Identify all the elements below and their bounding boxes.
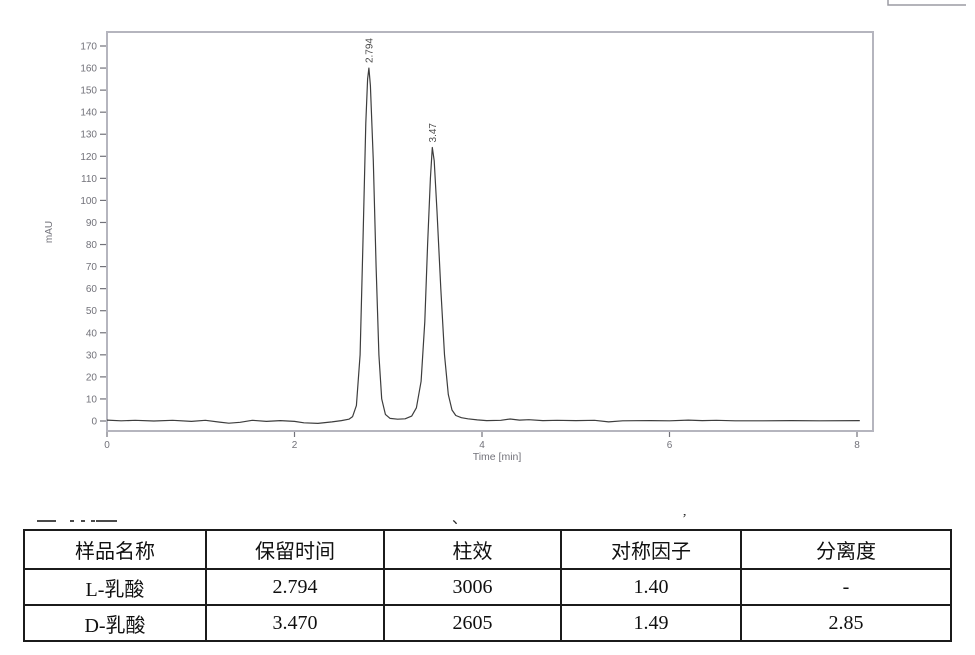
header-cell: 分离度 [740, 529, 952, 570]
y-axis-tick-label: 90 [86, 218, 98, 229]
stray-dot [70, 520, 74, 522]
header-cell: 柱效 [383, 529, 562, 570]
x-axis-tick-label: 0 [104, 440, 110, 451]
y-axis-tick-label: 30 [86, 350, 98, 361]
header-cell: 保留时间 [205, 529, 385, 570]
stray-dash [37, 520, 56, 522]
signal-trace [106, 67, 860, 424]
y-axis-tick-label: 150 [80, 86, 97, 97]
y-axis-tick-label: 120 [80, 152, 97, 163]
table-cell: 2.85 [740, 604, 952, 642]
table-cell: L-乳酸 [23, 568, 207, 606]
x-axis-tick-label: 2 [292, 440, 298, 451]
table-cell: - [740, 568, 952, 606]
chromatogram-figure: 0 10 20 30 40 50 60 70 80 90 100 110 120 130 140 150 160… [44, 0, 966, 463]
stray-dash [96, 520, 117, 522]
results-table: 样品名称 保留时间 柱效 对称因子 分离度 L-乳酸 2.794 3006 1.40- D-乳酸… [23, 529, 952, 642]
x-axis-title: Time [min] [473, 451, 522, 463]
table-row: D-乳酸 3.470 2605 1.49 2.85 [23, 604, 952, 642]
y-axis-tick-label: 70 [86, 262, 98, 273]
stray-dot [91, 520, 95, 522]
table-body: L-乳酸 2.794 3006 1.40- D-乳酸 3.470 2605 1.49 2.85 [23, 568, 952, 642]
x-axis-tick-label: 6 [667, 440, 673, 451]
table-header-row: 样品名称 保留时间 柱效 对称因子 分离度 [23, 529, 952, 570]
stray-pause-mark: 、 [452, 514, 464, 524]
y-axis-tick-label: 10 [86, 394, 98, 405]
table-cell: 2605 [383, 604, 562, 642]
x-axis-tick-label: 8 [854, 440, 860, 451]
y-axis-tick-label: 20 [86, 372, 98, 383]
table-cell: 3006 [383, 568, 562, 606]
stray-comma-mark: ’ [682, 514, 687, 524]
y-axis-tick-label: 140 [80, 108, 97, 119]
chromatogram-svg: 0102030405060708090100110120130140150160… [44, 0, 966, 463]
y-axis-tick-label: 170 [80, 42, 97, 53]
peak-label: 3.47 [428, 123, 439, 143]
table-row: L-乳酸 2.794 3006 1.40- [23, 568, 952, 606]
y-axis-tick-label: 100 [80, 196, 97, 207]
plot-border [106, 31, 874, 432]
table-cell: D-乳酸 [23, 604, 207, 642]
y-axis-title: mAU [44, 221, 55, 243]
y-axis-tick-label: 50 [86, 306, 98, 317]
stray-dot [81, 520, 85, 522]
y-axis-tick-label: 110 [81, 174, 97, 185]
y-axis-tick-label: 130 [80, 130, 97, 141]
y-axis-tick-label: 160 [80, 64, 97, 75]
header-cell: 对称因子 [560, 529, 742, 570]
peak-label: 2.794 [364, 38, 375, 63]
table-cell: 1.49 [560, 604, 742, 642]
cropped-corner-fragment [887, 0, 966, 6]
x-axis-tick-label: 4 [479, 440, 485, 451]
y-axis-tick-label: 0 [91, 417, 97, 428]
header-cell: 样品名称 [23, 529, 207, 570]
table-cell: 3.470 [205, 604, 385, 642]
y-axis-tick-label: 40 [86, 328, 98, 339]
table-cell: 1.40 [560, 568, 742, 606]
table-cell: 2.794 [205, 568, 385, 606]
y-axis-tick-label: 80 [86, 240, 98, 251]
y-axis-tick-label: 60 [86, 284, 98, 295]
